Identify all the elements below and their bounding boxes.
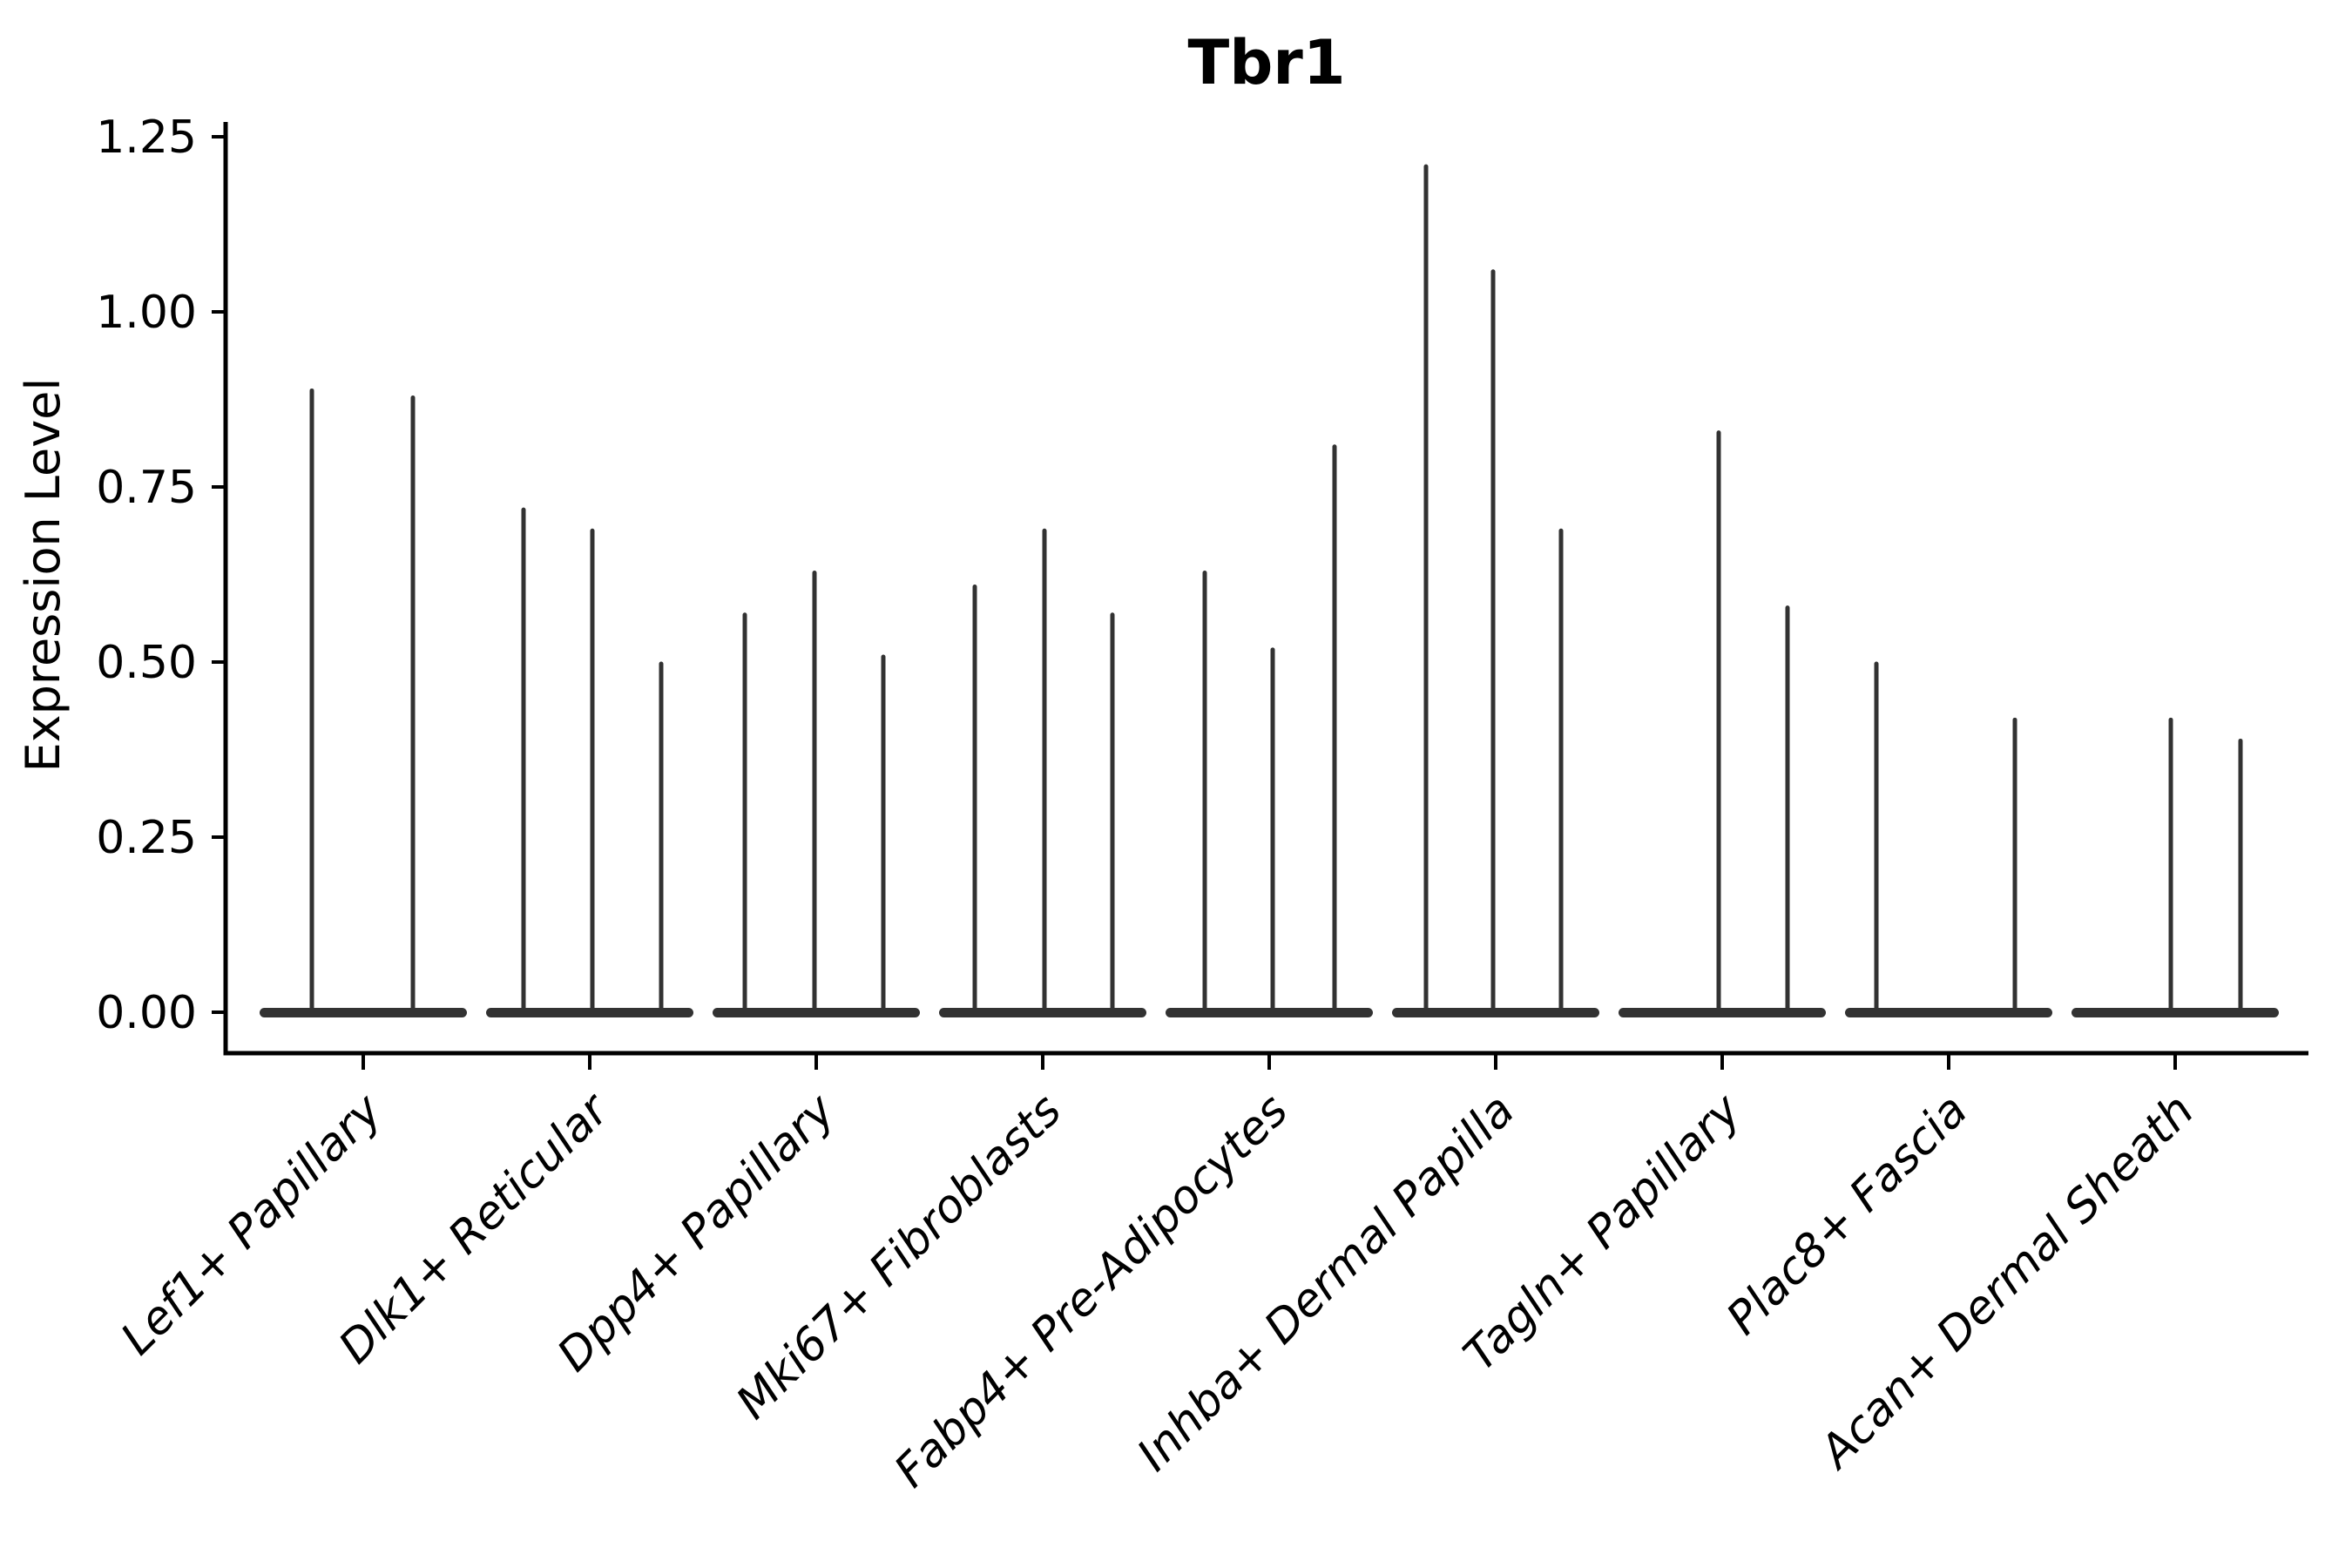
x-tick-label: Fabp4+ Pre-Adipocytes	[885, 1085, 1299, 1498]
violin-base	[1845, 1008, 2052, 1017]
y-axis-label: Expression Level	[16, 378, 71, 773]
violin-base	[260, 1008, 467, 1017]
x-tick-label: Acan+ Dermal Sheath	[1808, 1085, 2204, 1480]
violin-base	[1166, 1008, 1373, 1017]
violin-base	[1619, 1008, 1826, 1017]
y-tick-label: 0.50	[96, 637, 197, 689]
y-tick-label: 0.25	[96, 812, 197, 864]
plot-title: Tbr1	[1187, 27, 1345, 98]
violin-base	[486, 1008, 693, 1017]
y-tick-label: 1.25	[96, 112, 197, 164]
y-tick-label: 1.00	[96, 287, 197, 339]
x-tick-label: Plac8+ Fascia	[1717, 1085, 1977, 1345]
x-tick-label: Inhba+ Dermal Papilla	[1127, 1085, 1524, 1482]
violin-base	[2072, 1008, 2279, 1017]
violin-base	[1392, 1008, 1599, 1017]
y-tick-label: 0.00	[96, 987, 197, 1039]
y-tick-label: 0.75	[96, 462, 197, 514]
